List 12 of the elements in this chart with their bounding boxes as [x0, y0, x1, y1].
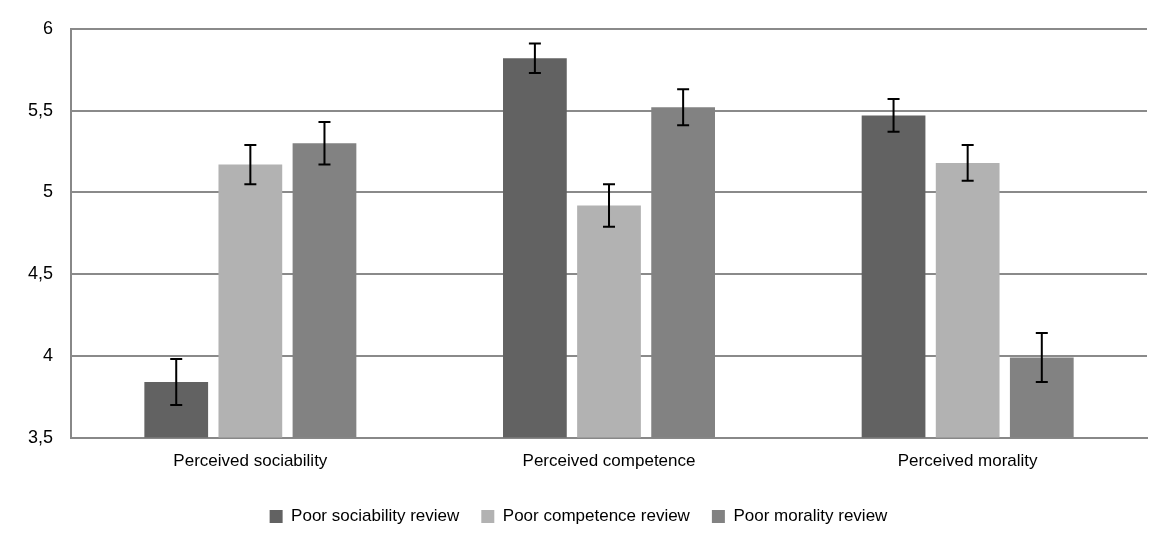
legend-label: Poor competence review: [502, 506, 691, 526]
y-tick-label: 4,5: [27, 263, 54, 284]
y-tick-label: 5: [43, 181, 54, 202]
legend-label: Poor morality review: [733, 506, 889, 526]
x-tick-label: Perceived sociability: [173, 451, 328, 471]
x-tick-label: Perceived competence: [522, 451, 696, 471]
y-tick-label: 4: [43, 344, 54, 365]
y-tick-label: 5,5: [27, 99, 54, 120]
y-tick-label: 6: [43, 17, 54, 38]
legend-label: Poor sociability review: [291, 506, 461, 526]
x-tick-label: Perceived morality: [897, 451, 1039, 471]
y-tick-label: 3,5: [27, 426, 54, 447]
